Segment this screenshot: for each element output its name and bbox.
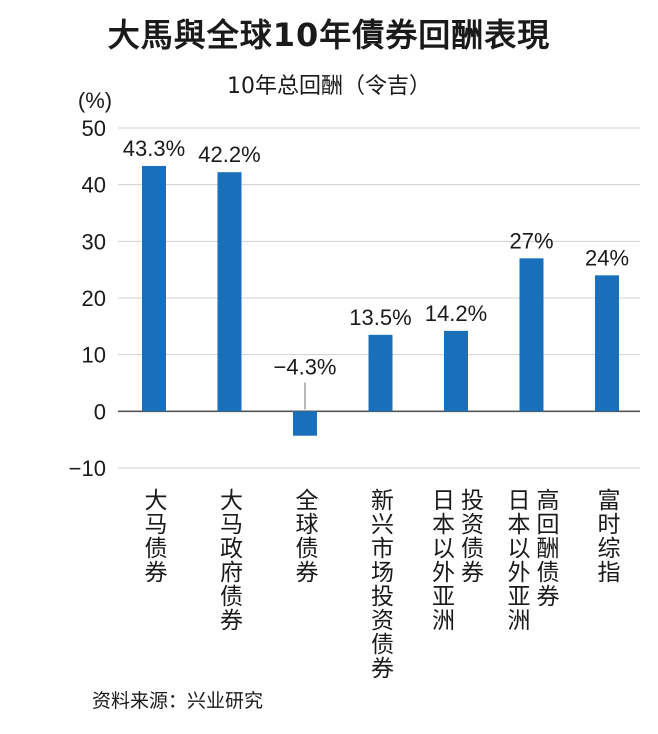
category-label-6: 高回酬债券 [533, 488, 560, 608]
bar-2 [217, 172, 242, 412]
y-tick-label: 10 [82, 343, 106, 368]
category-label-5: 投资债券 [458, 488, 485, 584]
chart-title: 大馬與全球10年債券回酬表現 [107, 16, 551, 54]
y-tick-label: −10 [69, 456, 106, 481]
value-label-6: 27% [509, 228, 553, 253]
category-label-5: 日本以外亚洲 [429, 488, 456, 632]
bar-4 [368, 334, 393, 412]
category-label-4: 新兴市场投资债券 [368, 488, 395, 680]
bar-3 [293, 411, 317, 436]
bar-5 [444, 330, 468, 412]
category-label-1: 大马债券 [141, 488, 168, 584]
y-tick-label: 40 [82, 173, 106, 198]
bar-7 [595, 275, 619, 412]
category-label-2: 大马政府债券 [217, 488, 244, 632]
bar-6 [519, 258, 544, 412]
value-label-2: 42.2% [198, 142, 260, 167]
y-tick-label: 50 [82, 116, 106, 141]
chart-subtitle: 10年总回酬（令吉） [227, 74, 431, 99]
y-tick-label: 30 [82, 229, 106, 254]
value-label-5: 14.2% [425, 301, 487, 326]
category-label-7: 富时综指 [594, 488, 621, 584]
value-label-4: 13.5% [349, 305, 411, 330]
source-note: 资料来源：兴业研究 [92, 690, 264, 712]
category-label-6: 日本以外亚洲 [504, 488, 531, 632]
value-label-1: 43.3% [123, 136, 185, 161]
bar-1 [142, 165, 166, 412]
y-tick-label: 0 [94, 399, 106, 424]
value-label-7: 24% [585, 245, 629, 270]
category-label-3: 全球债券 [292, 488, 319, 584]
y-axis-label: (%) [78, 88, 112, 113]
y-tick-label: 20 [82, 286, 106, 311]
value-label-3: −4.3% [274, 355, 337, 380]
